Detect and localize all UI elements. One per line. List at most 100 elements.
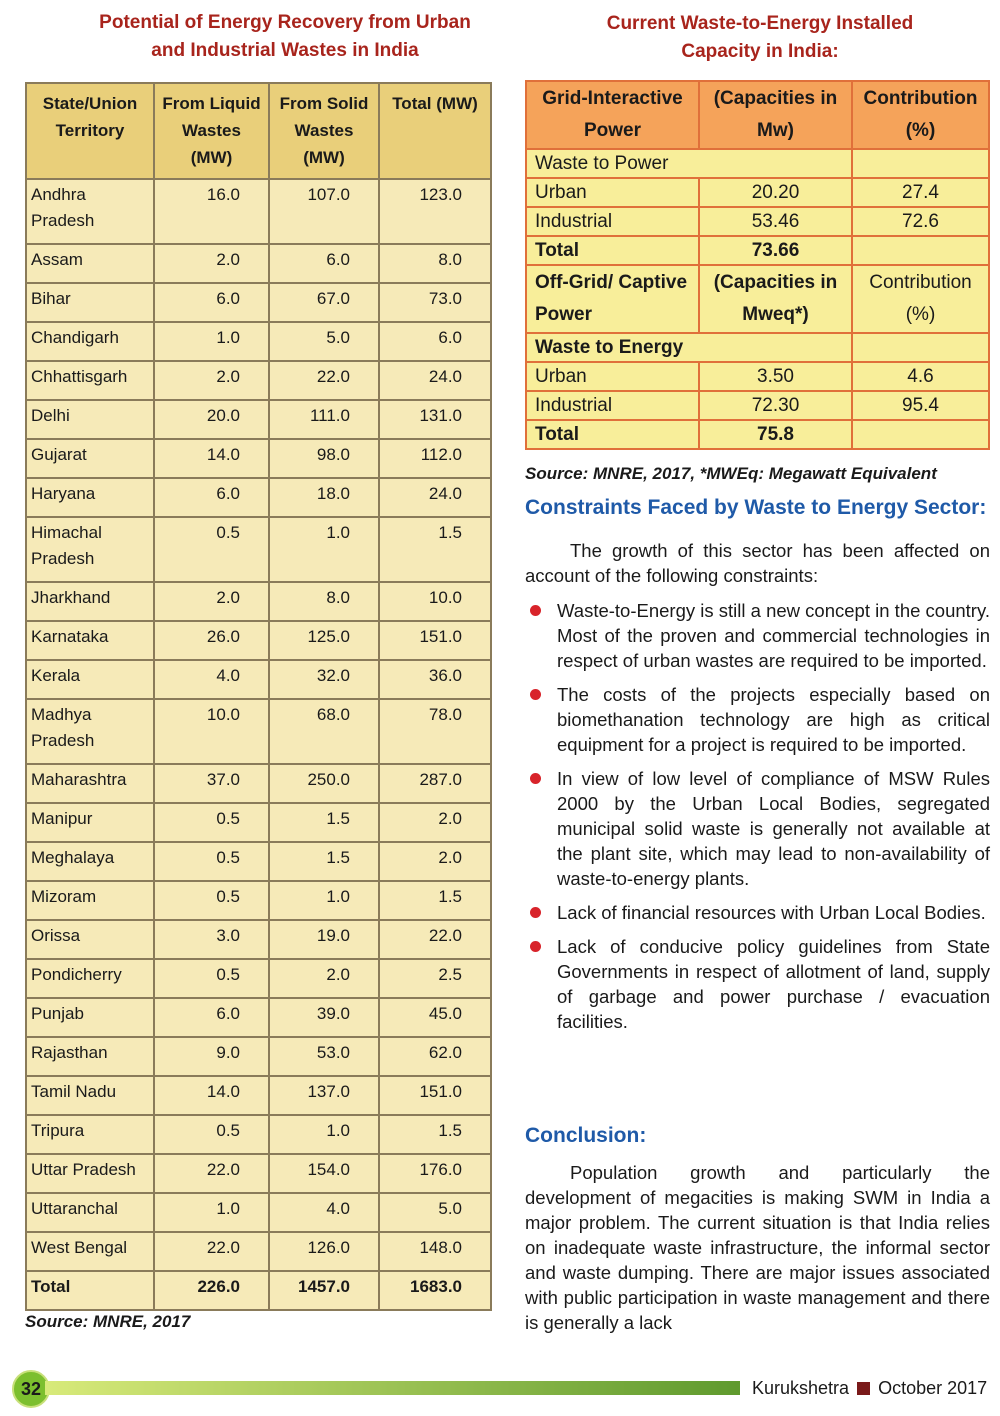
- section-label: Waste to Energy: [525, 332, 853, 363]
- table-row: Tripura 0.5 1.0 1.5: [25, 1114, 492, 1155]
- footer-bar: [45, 1381, 740, 1395]
- value-cell: 2.0: [268, 958, 380, 999]
- table-row: Industrial 72.30 95.4: [525, 390, 990, 421]
- value-cell: 112.0: [378, 438, 492, 479]
- value-cell: 4.0: [153, 659, 270, 700]
- state-cell: Himachal Pradesh: [25, 516, 155, 583]
- table-row: Meghalaya 0.5 1.5 2.0: [25, 841, 492, 882]
- table-row: Karnataka 26.0 125.0 151.0: [25, 620, 492, 661]
- value-cell: 0.5: [153, 841, 270, 882]
- value-cell: 32.0: [268, 659, 380, 700]
- value-cell: 2.0: [153, 360, 270, 401]
- energy-potential-table: State/Union Territory From Liquid Wastes…: [25, 82, 492, 1311]
- footer-text: Kurukshetra October 2017: [752, 1378, 987, 1399]
- list-item: In view of low level of compliance of MS…: [525, 766, 990, 891]
- subheader: Off-Grid/ Captive Power: [525, 264, 700, 334]
- col-header: Contribution (%): [851, 80, 990, 150]
- state-cell: Tripura: [25, 1114, 155, 1155]
- value-cell: 78.0: [378, 698, 492, 765]
- table-row: Gujarat 14.0 98.0 112.0: [25, 438, 492, 479]
- state-cell: Karnataka: [25, 620, 155, 661]
- value-cell: 250.0: [268, 763, 380, 804]
- value-cell: [851, 419, 990, 450]
- state-cell: Uttaranchal: [25, 1192, 155, 1233]
- state-cell: Manipur: [25, 802, 155, 843]
- value-cell: 6.0: [153, 477, 270, 518]
- value-cell: 1.0: [153, 321, 270, 362]
- value-cell: 148.0: [378, 1231, 492, 1272]
- title-line: Potential of Energy Recovery from Urban: [99, 12, 471, 33]
- table-row: Kerala 4.0 32.0 36.0: [25, 659, 492, 700]
- col-header: From Liquid Wastes (MW): [153, 82, 270, 180]
- value-cell: 131.0: [378, 399, 492, 440]
- table-row: Total 75.8: [525, 419, 990, 450]
- value-cell: 2.0: [153, 243, 270, 284]
- value-cell: 6.0: [268, 243, 380, 284]
- state-cell: Andhra Pradesh: [25, 178, 155, 245]
- value-cell: 6.0: [378, 321, 492, 362]
- value-cell: 1.0: [268, 516, 380, 583]
- value-cell: 3.50: [698, 361, 853, 392]
- state-cell: West Bengal: [25, 1231, 155, 1272]
- value-cell: 123.0: [378, 178, 492, 245]
- table-row: Uttaranchal 1.0 4.0 5.0: [25, 1192, 492, 1233]
- list-item-text: In view of low level of compliance of MS…: [557, 768, 990, 889]
- state-cell: Bihar: [25, 282, 155, 323]
- value-cell: 0.5: [153, 958, 270, 999]
- value-cell: 0.5: [153, 516, 270, 583]
- value-cell: 4.6: [851, 361, 990, 392]
- table-row: Punjab 6.0 39.0 45.0: [25, 997, 492, 1038]
- value-cell: 26.0: [153, 620, 270, 661]
- col-header: From Solid Wastes (MW): [268, 82, 380, 180]
- value-cell: 20.20: [698, 177, 853, 208]
- state-cell: Delhi: [25, 399, 155, 440]
- value-cell: 3.0: [153, 919, 270, 960]
- table-row: Mizoram 0.5 1.0 1.5: [25, 880, 492, 921]
- value-cell: 107.0: [268, 178, 380, 245]
- value-cell: 18.0: [268, 477, 380, 518]
- state-cell: Madhya Pradesh: [25, 698, 155, 765]
- table-row: Manipur 0.5 1.5 2.0: [25, 802, 492, 843]
- title-line: Current Waste-to-Energy Installed: [606, 13, 914, 34]
- state-cell: Meghalaya: [25, 841, 155, 882]
- table-row: Himachal Pradesh 0.5 1.0 1.5: [25, 516, 492, 583]
- left-source: Source: MNRE, 2017: [25, 1312, 191, 1331]
- table-row: West Bengal 22.0 126.0 148.0: [25, 1231, 492, 1272]
- list-item-text: The costs of the projects especially bas…: [557, 684, 990, 755]
- subheader: (Capacities in Mweq*): [698, 264, 853, 334]
- table-row: Uttar Pradesh 22.0 154.0 176.0: [25, 1153, 492, 1194]
- label-cell: Total: [525, 419, 700, 450]
- value-cell: 5.0: [378, 1192, 492, 1233]
- value-cell: 39.0: [268, 997, 380, 1038]
- state-cell: Mizoram: [25, 880, 155, 921]
- value-cell: 0.5: [153, 802, 270, 843]
- value-cell: 1683.0: [378, 1270, 492, 1311]
- value-cell: 151.0: [378, 1075, 492, 1116]
- state-cell: Total: [25, 1270, 155, 1311]
- value-cell: 125.0: [268, 620, 380, 661]
- value-cell: 1.0: [153, 1192, 270, 1233]
- label-cell: Urban: [525, 361, 700, 392]
- table-row: Chhattisgarh 2.0 22.0 24.0: [25, 360, 492, 401]
- left-title: Potential of Energy Recovery from Urban a…: [60, 9, 510, 65]
- list-item-text: Lack of conducive policy guidelines from…: [557, 936, 990, 1032]
- value-cell: 68.0: [268, 698, 380, 765]
- table-row: Maharashtra 37.0 250.0 287.0: [25, 763, 492, 804]
- value-cell: 4.0: [268, 1192, 380, 1233]
- magazine-name: Kurukshetra: [752, 1378, 850, 1398]
- col-header: State/Union Territory: [25, 82, 155, 180]
- list-item-text: Lack of financial resources with Urban L…: [557, 902, 986, 923]
- subheader: Contribution (%): [851, 264, 990, 334]
- installed-capacity-table: Grid-Interactive Power (Capacities in Mw)…: [525, 80, 990, 450]
- list-item: The costs of the projects especially bas…: [525, 682, 990, 757]
- bullet-icon: [530, 773, 541, 784]
- value-cell: 6.0: [153, 997, 270, 1038]
- table-row: Jharkhand 2.0 8.0 10.0: [25, 581, 492, 622]
- value-cell: 73.0: [378, 282, 492, 323]
- value-cell: 24.0: [378, 360, 492, 401]
- value-cell: 1.5: [378, 880, 492, 921]
- state-cell: Kerala: [25, 659, 155, 700]
- value-cell: 62.0: [378, 1036, 492, 1077]
- conclusion-heading: Conclusion:: [525, 1124, 647, 1147]
- value-cell: 0.5: [153, 880, 270, 921]
